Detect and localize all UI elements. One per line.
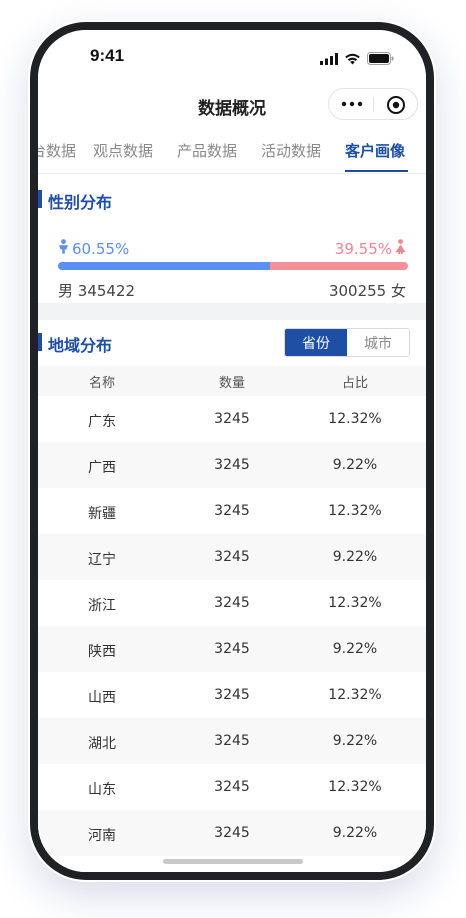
app-screen: 9:41: [38, 30, 426, 872]
table-row: 山东 3245 12.32%: [38, 764, 426, 810]
cell-name: 广东: [88, 414, 116, 430]
status-bar: 9:41: [38, 30, 426, 84]
table-row: 陕西 3245 9.22%: [38, 626, 426, 672]
status-time: 9:41: [90, 46, 125, 65]
tab-platform-data[interactable]: 台数据: [38, 142, 77, 160]
column-header-ratio: 占比: [341, 376, 369, 391]
male-percentage-value: 60.55%: [72, 239, 130, 258]
gender-ratio-bar: [58, 262, 408, 270]
tab-opinion-data[interactable]: 观点数据: [93, 142, 154, 160]
table-row: 广西 3245 9.22%: [38, 442, 426, 488]
column-header-name: 名称: [88, 376, 116, 391]
female-count-value: 300255: [328, 282, 387, 300]
cell-ratio: 9.22%: [332, 457, 378, 473]
female-icon: [395, 239, 406, 258]
gender-distribution-card: 性别分布 60.55% 39.55%: [38, 174, 426, 303]
page-title: 数据概况: [198, 99, 266, 119]
male-count-value: 345422: [77, 282, 136, 300]
status-icons: [320, 50, 394, 69]
cell-name: 湖北: [88, 736, 116, 752]
cell-name: 陕西: [88, 644, 116, 660]
table-row: 广东 3245 12.32%: [38, 396, 426, 442]
region-distribution-card: 地域分布 省份 城市 名称 数量 占比 广东 3245 12.32% 广西 32…: [38, 320, 426, 872]
wifi-icon: [344, 50, 361, 69]
cell-name: 辽宁: [88, 552, 116, 568]
table-row: 山西 3245 12.32%: [38, 672, 426, 718]
tab-customer-profile[interactable]: 客户画像: [345, 142, 406, 160]
cell-name: 广西: [88, 460, 116, 476]
male-percentage: 60.55%: [58, 239, 129, 258]
column-header-count: 数量: [218, 376, 246, 391]
toggle-city[interactable]: 城市: [347, 329, 409, 356]
male-icon: [58, 239, 69, 258]
cell-name: 河南: [88, 828, 116, 844]
female-label: 女: [390, 282, 406, 300]
cell-count: 3245: [214, 825, 250, 841]
cell-ratio: 9.22%: [332, 549, 378, 565]
section-marker: [38, 333, 42, 351]
cell-count: 3245: [214, 687, 250, 703]
cell-ratio: 9.22%: [332, 733, 378, 749]
tab-product-data[interactable]: 产品数据: [177, 142, 238, 160]
table-row: 浙江 3245 12.32%: [38, 580, 426, 626]
cell-name: 浙江: [88, 598, 116, 614]
table-row: 湖北 3245 9.22%: [38, 718, 426, 764]
female-ratio-fill: [269, 262, 408, 270]
cell-count: 3245: [214, 549, 250, 565]
male-count: 男 345422: [58, 280, 135, 301]
female-count: 300255 女: [329, 280, 406, 301]
cell-ratio: 12.32%: [328, 687, 382, 703]
table-header: 名称 数量 占比: [38, 366, 426, 396]
region-section-title: 地域分布: [48, 336, 113, 355]
cell-count: 3245: [214, 457, 250, 473]
female-percentage: 39.55%: [335, 239, 406, 258]
table-row: 河南 3245 9.22%: [38, 810, 426, 856]
section-marker: [38, 190, 42, 208]
battery-icon: [367, 50, 394, 69]
cell-name: 新疆: [88, 506, 116, 522]
cell-count: 3245: [214, 733, 250, 749]
table-row: 辽宁 3245 9.22%: [38, 534, 426, 580]
active-tab-indicator: [345, 170, 408, 172]
cell-ratio: 9.22%: [332, 825, 378, 841]
mini-program-capsule: [328, 88, 418, 120]
cell-count: 3245: [214, 411, 250, 427]
signal-icon: [320, 50, 338, 69]
cell-ratio: 12.32%: [328, 503, 382, 519]
cell-count: 3245: [214, 641, 250, 657]
cell-ratio: 12.32%: [328, 411, 382, 427]
nav-bar: 数据概况: [38, 84, 426, 128]
table-row: 新疆 3245 12.32%: [38, 488, 426, 534]
cell-ratio: 12.32%: [328, 595, 382, 611]
cell-count: 3245: [214, 779, 250, 795]
male-ratio-fill: [58, 262, 270, 270]
more-icon[interactable]: [338, 95, 366, 113]
cell-name: 山西: [88, 690, 116, 706]
category-tabs: 台数据 观点数据 产品数据 活动数据 客户画像: [38, 128, 426, 174]
toggle-province[interactable]: 省份: [285, 329, 347, 356]
cell-count: 3245: [214, 595, 250, 611]
close-icon[interactable]: [384, 95, 408, 115]
female-percentage-value: 39.55%: [334, 239, 392, 258]
phone-frame: 9:41: [30, 22, 434, 880]
cell-name: 山东: [88, 782, 116, 798]
capsule-divider: [373, 97, 374, 112]
province-city-toggle: 省份 城市: [284, 328, 410, 357]
gender-section-title: 性别分布: [48, 193, 113, 212]
cell-count: 3245: [214, 503, 250, 519]
cell-ratio: 12.32%: [328, 779, 382, 795]
region-table-body: 广东 3245 12.32% 广西 3245 9.22% 新疆 3245 12.…: [38, 396, 426, 856]
tab-activity-data[interactable]: 活动数据: [261, 142, 322, 160]
cell-ratio: 9.22%: [332, 641, 378, 657]
male-label: 男: [58, 282, 74, 300]
home-indicator[interactable]: [163, 859, 303, 864]
